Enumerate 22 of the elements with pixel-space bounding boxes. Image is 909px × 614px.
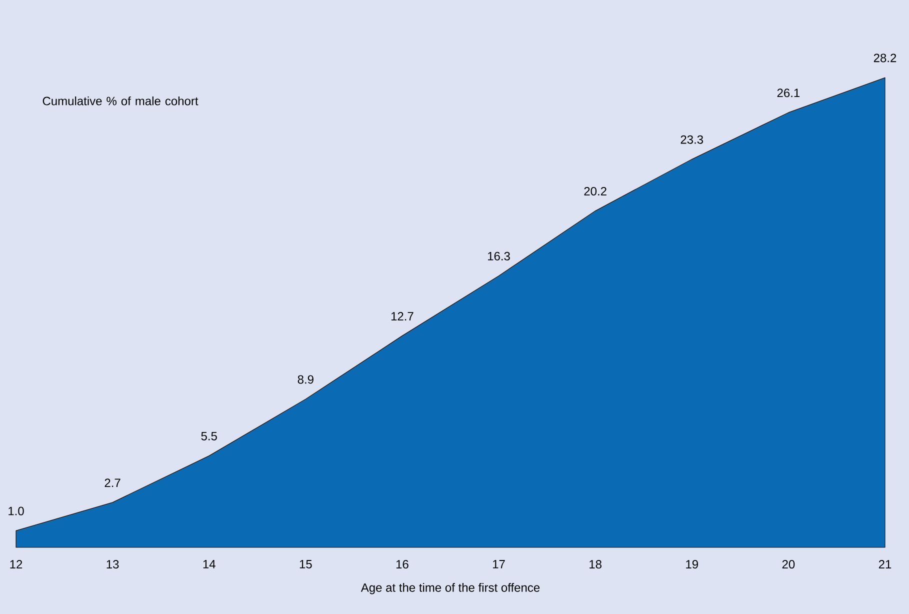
data-label: 23.3 xyxy=(680,135,704,144)
x-tick-label: 19 xyxy=(686,560,698,569)
x-axis-title: Age at the time of the first offence xyxy=(360,583,540,594)
data-label: 28.2 xyxy=(874,54,896,62)
x-tick-label: 21 xyxy=(878,560,892,568)
data-label: 2.7 xyxy=(104,478,120,487)
data-label: 8.9 xyxy=(298,375,314,384)
data-label: 5.5 xyxy=(201,432,217,440)
annotation: Cumulative % of male cohort xyxy=(42,96,198,106)
x-tick-label: 18 xyxy=(590,560,602,569)
data-label: 1.0 xyxy=(8,506,24,516)
data-label: 12.7 xyxy=(391,312,414,320)
x-tick-label: 17 xyxy=(493,560,505,568)
x-tick-label: 13 xyxy=(106,560,119,569)
x-tick-label: 14 xyxy=(203,560,216,568)
x-tick-label: 15 xyxy=(300,560,312,568)
x-tick-label: 16 xyxy=(396,560,408,569)
data-label: 20.2 xyxy=(584,186,606,196)
data-label: 26.1 xyxy=(777,88,800,98)
x-tick-label: 20 xyxy=(782,560,795,569)
x-tick-label: 12 xyxy=(10,560,22,568)
data-label: 16.3 xyxy=(488,252,510,260)
